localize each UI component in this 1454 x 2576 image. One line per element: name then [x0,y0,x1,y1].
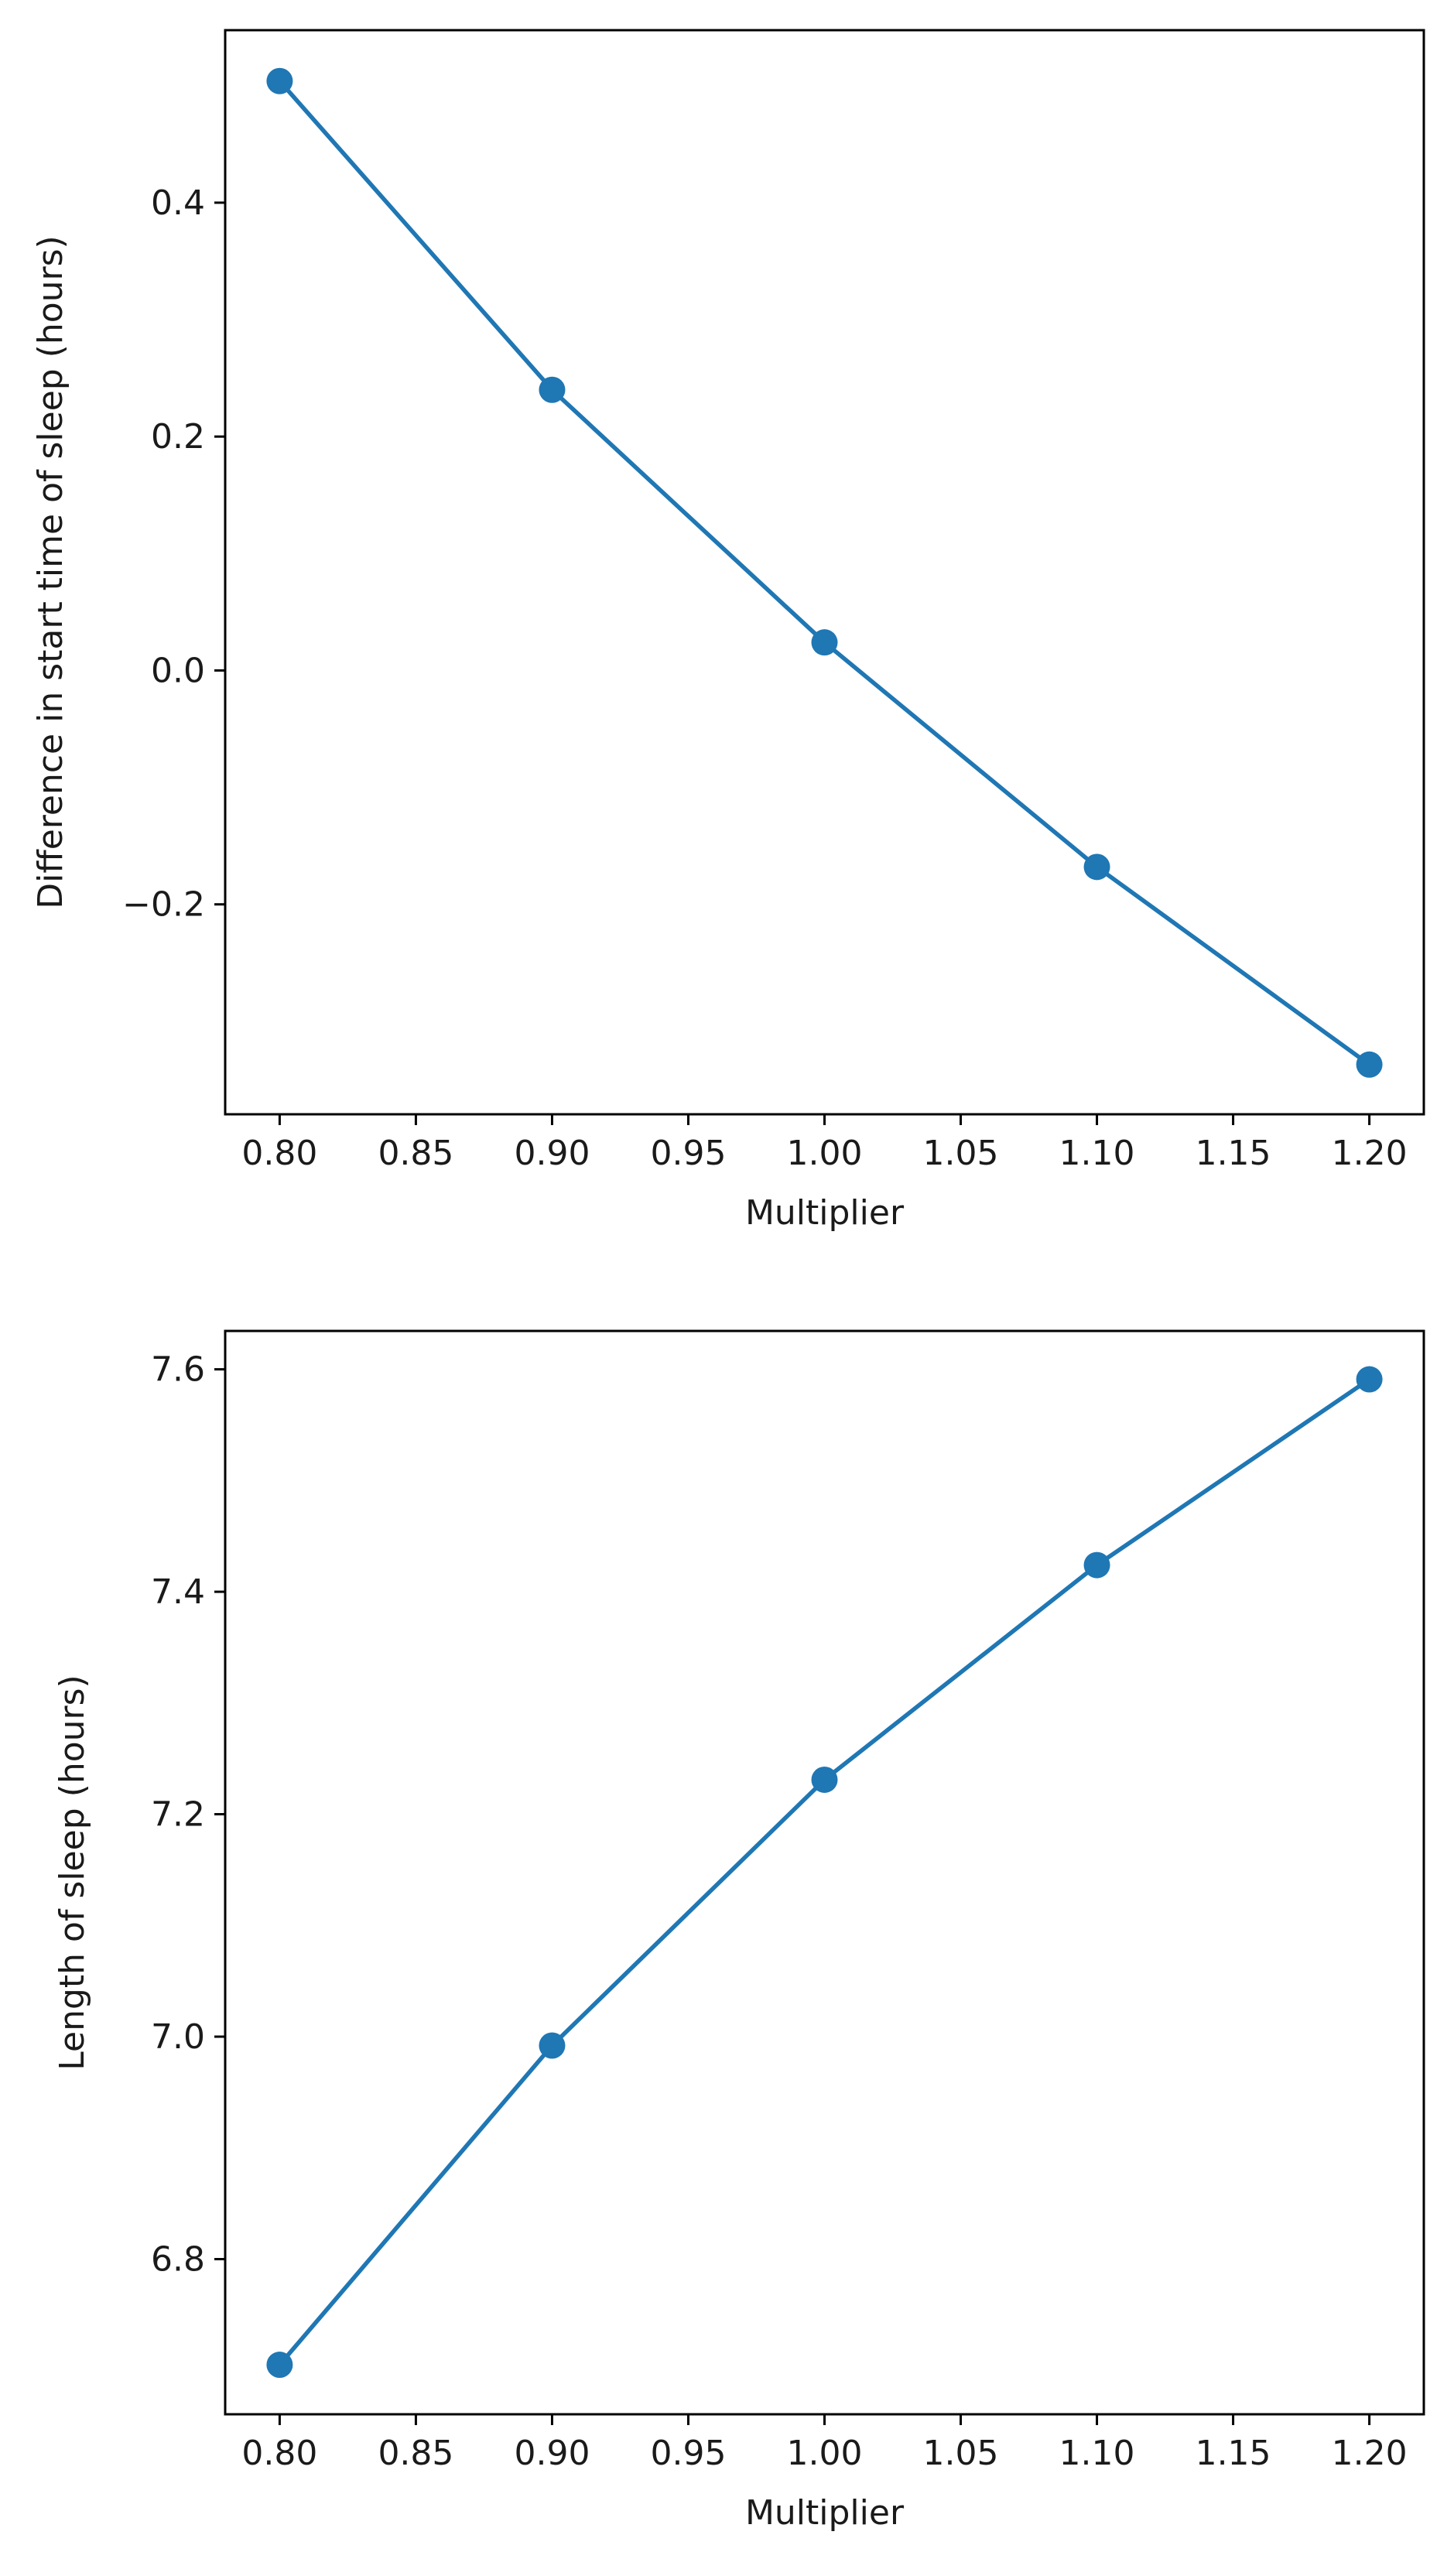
data-point [539,376,566,403]
data-point [1356,1051,1383,1078]
x-tick-label: 0.80 [241,2434,317,2473]
chart-sleep-start-difference: 0.80 0.85 0.90 0.95 1.00 1.05 1.10 1.15 1.20 −0.2… [31,29,1425,1233]
plot-frame [224,1329,1425,2416]
x-tick-label: 0.85 [378,1134,453,1173]
data-point [539,2032,566,2059]
data-point [266,67,293,94]
data-point [1356,1366,1383,1393]
plot-frame [224,29,1425,1116]
x-axis-label: Multiplier [745,2493,905,2533]
x-tick-label: 1.05 [923,1134,999,1173]
x-tick-label: 0.80 [241,1134,317,1173]
data-point [811,1766,838,1793]
data-point [266,2352,293,2379]
x-tick-label: 0.90 [514,1134,590,1173]
y-tick-label: 7.4 [151,1572,205,1612]
y-tick-label: 0.2 [151,417,205,457]
x-tick-label: 1.15 [1196,1134,1271,1173]
x-tick-label: 0.90 [514,2434,590,2473]
y-tick-label: 0.0 [151,651,205,690]
chart-sleep-length: 0.80 0.85 0.90 0.95 1.00 1.05 1.10 1.15 1.20 6.8 7… [53,1329,1425,2533]
x-tick-label: 0.95 [650,2434,726,2473]
x-axis-label: Multiplier [745,1193,905,1233]
x-tick-label: 1.15 [1196,2434,1271,2473]
data-point [811,629,838,656]
series-line [277,78,1372,1067]
y-tick-label: 7.0 [151,2017,205,2057]
y-tick-label: 6.8 [151,2239,205,2279]
data-point [1083,1551,1110,1579]
x-tick-label: 0.95 [650,1134,726,1173]
x-tick-label: 1.05 [923,2434,999,2473]
x-tick-label: 1.10 [1059,2434,1135,2473]
x-tick-label: 1.20 [1332,2434,1408,2473]
x-tick-label: 1.00 [787,1134,863,1173]
x-tick-label: 1.00 [787,2434,863,2473]
y-axis-label: Difference in start time of sleep (hours… [31,235,70,908]
data-point [1083,854,1110,881]
y-tick-label: 7.6 [151,1350,205,1390]
x-tick-label: 1.10 [1059,1134,1135,1173]
y-tick-label: −0.2 [122,885,205,925]
x-tick-label: 0.85 [378,2434,453,2473]
series-line [277,1377,1372,2367]
y-axis-label: Length of sleep (hours) [53,1675,92,2070]
y-tick-label: 0.4 [151,183,205,223]
x-tick-label: 1.20 [1332,1134,1408,1173]
y-tick-label: 7.2 [151,1795,205,1835]
